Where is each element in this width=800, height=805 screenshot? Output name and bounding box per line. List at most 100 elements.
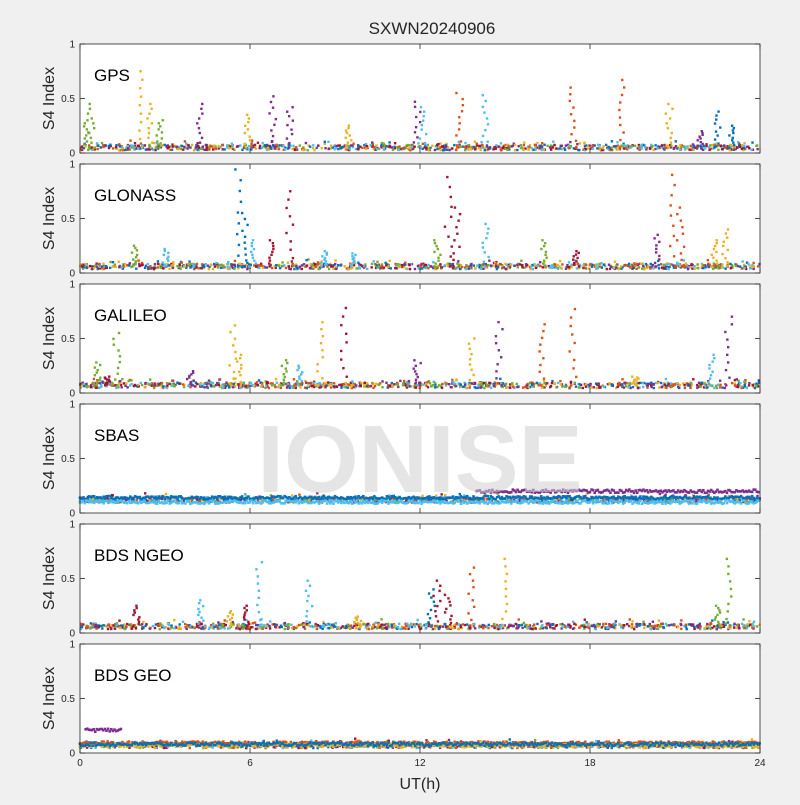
data-point — [538, 350, 540, 352]
data-point — [741, 260, 743, 262]
data-point — [132, 258, 134, 260]
data-point — [332, 268, 334, 270]
data-point — [201, 385, 203, 387]
data-point — [718, 265, 720, 267]
data-point — [321, 255, 323, 257]
data-point — [121, 378, 123, 380]
data-point — [196, 383, 198, 385]
y-tick-label: 1 — [69, 40, 75, 51]
data-point — [251, 242, 253, 244]
data-point — [423, 115, 425, 117]
data-point — [176, 381, 178, 383]
data-point — [215, 148, 217, 150]
data-point — [171, 380, 173, 382]
data-point — [239, 357, 241, 359]
data-point — [726, 265, 728, 267]
data-point — [692, 148, 694, 150]
data-point — [171, 264, 173, 266]
data-point — [585, 385, 587, 387]
data-point — [727, 249, 729, 251]
data-point — [292, 257, 294, 259]
data-point — [420, 106, 422, 108]
data-point — [415, 116, 417, 118]
data-point — [98, 387, 100, 389]
data-point — [164, 263, 166, 265]
data-point — [240, 201, 242, 203]
data-point — [141, 264, 143, 266]
data-point — [493, 382, 495, 384]
data-point — [381, 380, 383, 382]
data-point — [245, 146, 247, 148]
data-point — [398, 145, 400, 147]
data-point — [684, 387, 686, 389]
data-point — [542, 262, 544, 264]
data-point — [200, 382, 202, 384]
data-point — [731, 323, 733, 325]
data-point — [482, 94, 484, 96]
data-point — [138, 129, 140, 131]
data-point — [455, 226, 457, 228]
data-point — [716, 134, 718, 136]
data-point — [553, 382, 555, 384]
data-point — [113, 343, 115, 345]
data-point — [133, 146, 135, 148]
data-point — [653, 387, 655, 389]
data-point — [657, 382, 659, 384]
data-point — [321, 377, 323, 379]
data-point — [683, 259, 685, 261]
data-point — [360, 385, 362, 387]
data-point — [202, 265, 204, 267]
data-point — [244, 132, 246, 134]
data-point — [481, 146, 483, 148]
data-point — [573, 359, 575, 361]
data-point — [91, 117, 93, 119]
plot-area — [80, 44, 760, 153]
data-point — [715, 259, 717, 261]
data-point — [657, 264, 659, 266]
data-point — [752, 384, 754, 386]
data-point — [610, 147, 612, 149]
data-point — [714, 122, 716, 124]
data-point — [502, 147, 504, 149]
data-point — [708, 364, 710, 366]
data-point — [441, 383, 443, 385]
data-point — [189, 263, 191, 265]
data-point — [455, 379, 457, 381]
data-point — [667, 103, 669, 105]
data-point — [481, 242, 483, 244]
data-point — [240, 367, 242, 369]
data-point — [685, 262, 687, 264]
data-point — [601, 384, 603, 386]
data-point — [743, 384, 745, 386]
data-point — [366, 145, 368, 147]
data-point — [459, 268, 461, 270]
data-point — [260, 385, 262, 387]
data-point — [684, 148, 686, 150]
data-point — [345, 333, 347, 335]
data-point — [245, 259, 247, 261]
data-point — [244, 218, 246, 220]
data-point — [480, 141, 482, 143]
data-point — [725, 369, 727, 371]
data-point — [717, 142, 719, 144]
data-point — [415, 365, 417, 367]
data-point — [514, 149, 516, 151]
data-point — [477, 264, 479, 266]
data-point — [161, 137, 163, 139]
data-point — [95, 262, 97, 264]
data-point — [179, 263, 181, 265]
data-point — [575, 385, 577, 387]
data-point — [203, 386, 205, 388]
data-point — [616, 386, 618, 388]
data-point — [721, 266, 723, 268]
data-point — [393, 146, 395, 148]
data-point — [614, 260, 616, 262]
data-point — [196, 122, 198, 124]
data-point — [292, 145, 294, 147]
data-point — [585, 267, 587, 269]
data-point — [520, 144, 522, 146]
data-point — [530, 147, 532, 149]
data-point — [316, 384, 318, 386]
y-tick-label: 0.5 — [61, 214, 75, 225]
data-point — [153, 267, 155, 269]
